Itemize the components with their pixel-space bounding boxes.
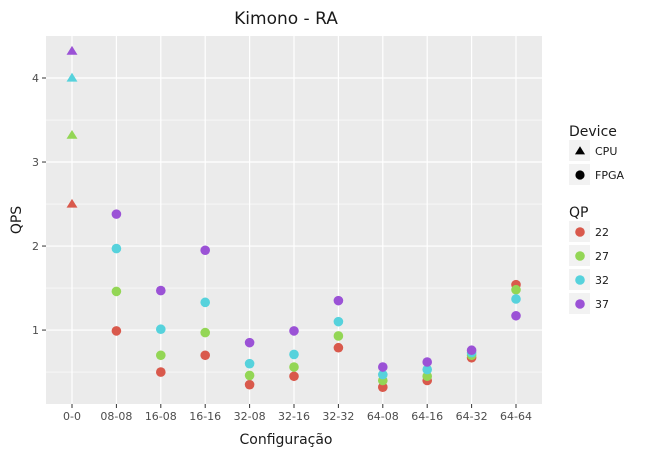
data-point-cpu-qp37 [66, 45, 78, 55]
data-point-fpga-qp37 [244, 337, 255, 348]
data-point-fpga-qp27 [422, 371, 433, 382]
x-tick-label: 16-16 [189, 410, 221, 423]
x-tick-label: 64-64 [500, 410, 532, 423]
x-tick-label: 32-08 [234, 410, 266, 423]
y-tick-label: 2 [32, 240, 39, 253]
data-point-fpga-qp37 [466, 345, 477, 356]
y-axis-title: QPS [9, 206, 25, 234]
legend-color-dot [575, 299, 585, 309]
legend-color-dot [575, 227, 585, 237]
data-point-fpga-qp27 [289, 362, 299, 372]
data-point-fpga-qp27 [333, 331, 344, 341]
data-point-fpga-qp37 [422, 357, 433, 367]
x-tick-label: 32-32 [322, 410, 354, 423]
data-point-fpga-qp22 [200, 350, 210, 361]
data-point-fpga-qp22 [333, 342, 344, 353]
legend-qp-label: 32 [595, 274, 609, 287]
data-point-fpga-qp37 [378, 362, 388, 372]
x-tick-label: 16-08 [145, 410, 177, 423]
y-axis: 1 2 3 4 [32, 72, 46, 337]
legend-circle-icon [575, 170, 585, 180]
data-point-fpga-qp22 [244, 379, 255, 390]
y-tick-label: 1 [32, 324, 39, 337]
data-point-fpga-qp32 [511, 294, 521, 304]
y-tick-label: 3 [32, 156, 39, 169]
data-point-fpga-qp27 [200, 327, 210, 338]
data-point-cpu-qp32 [66, 72, 78, 82]
data-point-fpga-qp22 [156, 367, 166, 377]
legend-device-title: Device [569, 124, 617, 140]
x-tick-label: 64-08 [367, 410, 399, 423]
y-tick-label: 4 [32, 72, 39, 85]
data-point-fpga-qp22 [111, 326, 122, 336]
data-points [66, 45, 521, 392]
data-point-fpga-qp37 [200, 245, 210, 256]
x-tick-label: 08-08 [100, 410, 132, 423]
data-point-fpga-qp37 [289, 326, 299, 336]
data-point-fpga-qp37 [156, 285, 166, 296]
legend-qp-label: 37 [595, 298, 609, 311]
legend-qp-label: 22 [595, 226, 609, 239]
data-point-fpga-qp32 [289, 349, 299, 360]
data-point-fpga-qp32 [378, 369, 388, 380]
data-point-fpga-qp27 [156, 350, 166, 361]
x-axis: 0-0 08-08 16-08 16-16 32-08 32-16 32-32 64-08 64… [63, 404, 532, 423]
data-point-fpga-qp37 [511, 310, 521, 321]
data-point-fpga-qp37 [333, 295, 344, 306]
legend-triangle-icon [574, 146, 586, 155]
data-point-fpga-qp32 [333, 316, 344, 327]
data-point-cpu-qp27 [66, 129, 78, 139]
x-tick-label: 64-16 [411, 410, 443, 423]
legend-device-label: FPGA [595, 169, 624, 182]
data-point-fpga-qp22 [289, 371, 299, 382]
data-point-cpu-qp22 [66, 198, 78, 208]
data-point-fpga-qp27 [511, 284, 521, 295]
legend-qp-title: QP [569, 205, 588, 221]
data-point-fpga-qp32 [156, 324, 166, 335]
x-tick-label: 32-16 [278, 410, 310, 423]
legend-device-items: CPU FPGA [569, 140, 624, 185]
legend-qp-items: 22 27 32 37 [569, 221, 609, 314]
data-point-fpga-qp37 [111, 209, 122, 219]
data-point-fpga-qp32 [422, 364, 433, 375]
legend-color-dot [575, 275, 585, 285]
data-point-fpga-qp27 [244, 370, 255, 381]
chart-title: Kimono - RA [234, 9, 338, 29]
x-tick-label: 64-32 [456, 410, 488, 423]
data-point-fpga-qp27 [111, 286, 122, 297]
data-point-fpga-qp32 [200, 297, 210, 308]
x-axis-title: Configuração [240, 432, 333, 448]
legend: Device CPU FPGA QP 22 27 32 37 [569, 124, 624, 314]
data-point-fpga-qp32 [244, 358, 255, 369]
legend-color-dot [575, 251, 585, 261]
legend-qp-label: 27 [595, 250, 609, 263]
data-point-fpga-qp32 [111, 243, 122, 254]
legend-device-label: CPU [595, 145, 617, 158]
grid-major [46, 36, 542, 404]
data-point-fpga-qp22 [378, 382, 388, 392]
x-tick-label: 0-0 [63, 410, 81, 423]
